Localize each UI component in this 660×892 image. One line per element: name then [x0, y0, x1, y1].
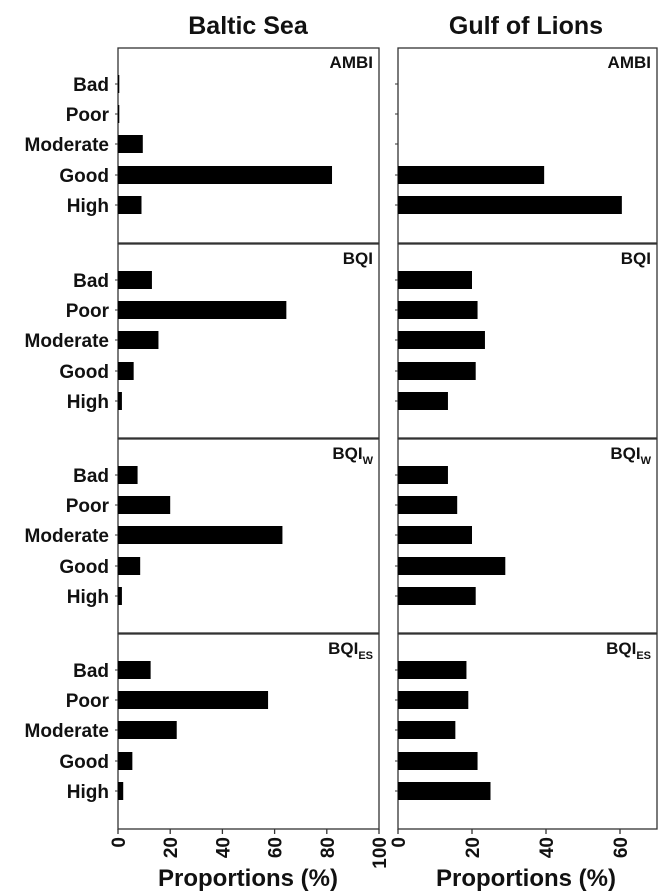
category-label-moderate: Moderate — [25, 135, 109, 156]
bar-gulf-of-lions-bqi-es-good — [398, 752, 478, 770]
category-label-high: High — [67, 196, 109, 217]
bar-baltic-sea-ambi-moderate — [118, 135, 143, 153]
bar-gulf-of-lions-bqi-es-high — [398, 782, 491, 800]
bar-baltic-sea-bqi-w-poor — [118, 496, 171, 514]
bar-gulf-of-lions-ambi-high — [398, 196, 622, 214]
bar-baltic-sea-bqi-good — [118, 362, 134, 380]
bar-gulf-of-lions-bqi-bad — [398, 271, 472, 289]
x-tick-label: 40 — [213, 837, 234, 858]
category-label-moderate: Moderate — [25, 526, 109, 547]
x-axis-title-baltic: Proportions (%) — [158, 865, 338, 892]
panel-index-label: AMBI — [330, 53, 373, 72]
panel-index-label: BQIES — [328, 639, 373, 662]
category-label-good: Good — [59, 557, 109, 578]
bar-gulf-of-lions-bqi-w-moderate — [398, 526, 472, 544]
bar-baltic-sea-bqi-bad — [118, 271, 152, 289]
x-tick-label: 40 — [537, 837, 558, 858]
panels: AMBI Bad Poor Moderate Good High AMBI BQI Bad Poo… — [25, 47, 658, 869]
panel-index-label: BQIW — [610, 444, 651, 467]
bar-baltic-sea-bqi-w-good — [118, 557, 141, 575]
panel-index-label: BQI — [621, 249, 651, 268]
bar-gulf-of-lions-bqi-high — [398, 392, 448, 410]
bar-gulf-of-lions-bqi-es-bad — [398, 661, 467, 679]
bar-baltic-sea-bqi-w-bad — [118, 466, 138, 484]
panel-index-label: AMBI — [608, 53, 651, 72]
bar-baltic-sea-ambi-good — [118, 166, 333, 184]
x-tick-label: 0 — [109, 837, 130, 848]
category-label-poor: Poor — [66, 105, 110, 126]
bar-baltic-sea-bqi-es-moderate — [118, 721, 177, 739]
column-title-baltic: Baltic Sea — [188, 12, 309, 40]
x-tick-label: 20 — [161, 837, 182, 858]
bar-baltic-sea-bqi-w-moderate — [118, 526, 283, 544]
category-label-bad: Bad — [73, 466, 109, 487]
x-tick-label: 20 — [463, 837, 484, 858]
x-tick-label: 80 — [318, 837, 339, 858]
bar-baltic-sea-ambi-poor — [118, 105, 120, 123]
column-title-gulf: Gulf of Lions — [449, 12, 603, 40]
category-label-poor: Poor — [66, 496, 110, 517]
x-tick-label: 60 — [266, 837, 287, 858]
bar-gulf-of-lions-bqi-poor — [398, 301, 478, 319]
category-label-bad: Bad — [73, 661, 109, 682]
bar-baltic-sea-ambi-high — [118, 196, 142, 214]
x-tick-label: 60 — [611, 837, 632, 858]
bar-gulf-of-lions-bqi-w-poor — [398, 496, 458, 514]
bar-baltic-sea-bqi-moderate — [118, 331, 159, 349]
bar-gulf-of-lions-bqi-moderate — [398, 331, 485, 349]
bar-gulf-of-lions-bqi-w-bad — [398, 466, 448, 484]
category-label-moderate: Moderate — [25, 721, 109, 742]
bar-gulf-of-lions-bqi-w-good — [398, 557, 506, 575]
x-tick-label: 100 — [370, 837, 391, 869]
category-label-high: High — [67, 782, 109, 803]
category-label-bad: Bad — [73, 271, 109, 292]
category-label-poor: Poor — [66, 301, 110, 322]
category-label-poor: Poor — [66, 691, 110, 712]
bar-baltic-sea-bqi-w-high — [118, 587, 122, 605]
category-label-high: High — [67, 587, 109, 608]
category-label-good: Good — [59, 362, 109, 383]
bar-gulf-of-lions-bqi-good — [398, 362, 476, 380]
bar-baltic-sea-bqi-es-poor — [118, 691, 269, 709]
bar-gulf-of-lions-bqi-w-high — [398, 587, 476, 605]
bar-gulf-of-lions-bqi-es-poor — [398, 691, 469, 709]
category-label-moderate: Moderate — [25, 331, 109, 352]
panel-frame-gulf-of-lions-ambi — [397, 47, 658, 244]
panel-index-label: BQIES — [606, 639, 651, 662]
bar-gulf-of-lions-bqi-es-moderate — [398, 721, 456, 739]
panel-frame-baltic-sea-ambi — [117, 47, 380, 244]
category-label-bad: Bad — [73, 75, 109, 96]
bar-gulf-of-lions-ambi-good — [398, 166, 545, 184]
x-axis-title-gulf: Proportions (%) — [436, 865, 616, 892]
bar-baltic-sea-bqi-es-bad — [118, 661, 151, 679]
bar-baltic-sea-bqi-poor — [118, 301, 287, 319]
x-tick-label: 0 — [389, 837, 410, 848]
category-label-good: Good — [59, 166, 109, 187]
category-label-good: Good — [59, 752, 109, 773]
panel-index-label: BQIW — [332, 444, 373, 467]
panel-index-label: BQI — [343, 249, 373, 268]
bar-baltic-sea-bqi-high — [118, 392, 122, 410]
category-label-high: High — [67, 392, 109, 413]
bar-baltic-sea-bqi-es-high — [118, 782, 124, 800]
bar-baltic-sea-ambi-bad — [118, 75, 120, 93]
bar-baltic-sea-bqi-es-good — [118, 752, 133, 770]
